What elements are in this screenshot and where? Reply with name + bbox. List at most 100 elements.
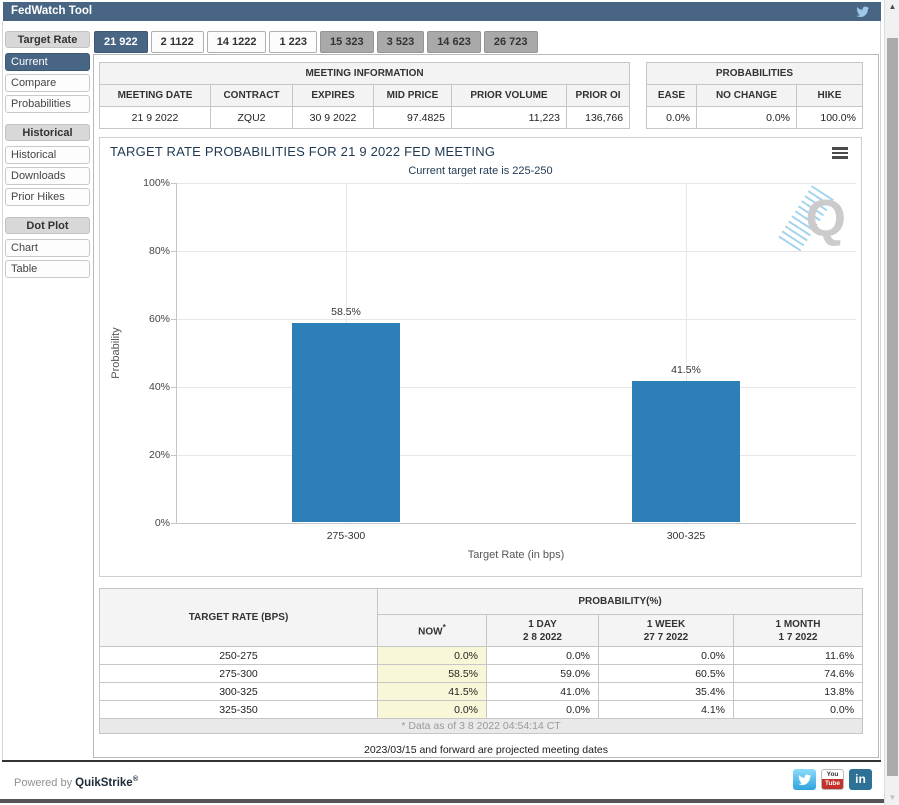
y-tick-label: 80% xyxy=(148,245,170,257)
sidebar-group-target-rate: Target Rate xyxy=(5,31,90,48)
tab-meeting-3[interactable]: 1 223 xyxy=(269,31,317,53)
week-value: 4.1% xyxy=(598,700,734,719)
bar-300-325[interactable] xyxy=(632,380,740,522)
x-category-label: 300-325 xyxy=(666,530,706,542)
gridline-40 xyxy=(176,387,856,388)
tab-meeting-1[interactable]: 2 1122 xyxy=(150,31,204,53)
sidebar-item-current[interactable]: Current xyxy=(5,53,90,71)
week-value: 35.4% xyxy=(598,682,734,701)
sidebar-item-downloads[interactable]: Downloads xyxy=(5,167,90,185)
scrollbar-thumb[interactable] xyxy=(887,38,898,776)
y-tick-label: 60% xyxy=(148,313,170,325)
col-mid-price: MID PRICE xyxy=(373,84,452,107)
tab-meeting-7[interactable]: 26 723 xyxy=(483,31,538,53)
bar-275-300[interactable] xyxy=(292,323,400,522)
y-tick-label: 40% xyxy=(148,381,170,393)
probabilities-summary-table: PROBABILITIES EASE NO CHANGE HIKE 0.0% 0… xyxy=(646,62,863,129)
chart-title: TARGET RATE PROBABILITIES FOR 21 9 2022 … xyxy=(110,144,496,159)
quikstrike-watermark-icon: Q xyxy=(776,185,852,257)
data-as-of-footnote: * Data as of 3 8 2022 04:54:14 CT xyxy=(98,718,864,734)
social-links: You Tube in xyxy=(793,769,872,790)
meeting-info-title: MEETING INFORMATION xyxy=(98,62,631,85)
ease-value: 0.0% xyxy=(646,106,697,129)
page-right-border xyxy=(880,21,881,760)
main-panel: MEETING INFORMATION MEETING DATE CONTRAC… xyxy=(93,54,879,758)
day-value: 0.0% xyxy=(486,700,599,719)
chart-menu-icon[interactable] xyxy=(832,147,848,161)
watermark-q: Q xyxy=(805,190,846,248)
gridline-80 xyxy=(176,251,856,252)
y-tick xyxy=(171,319,176,320)
tab-meeting-0[interactable]: 21 922 xyxy=(94,31,148,53)
now-value: 0.0% xyxy=(377,700,487,719)
month-value: 13.8% xyxy=(732,682,864,701)
tab-meeting-5[interactable]: 3 523 xyxy=(376,31,425,53)
y-tick xyxy=(171,523,176,524)
scroll-down-icon[interactable]: ▼ xyxy=(888,793,897,802)
y-tick-label: 100% xyxy=(143,177,170,189)
sidebar-item-chart[interactable]: Chart xyxy=(5,239,90,257)
mid-price-value: 97.4825 xyxy=(373,106,452,129)
meeting-date-value: 21 9 2022 xyxy=(99,106,211,129)
col-target-rate-bps: TARGET RATE (BPS) xyxy=(99,588,378,647)
table-row: 275-300 58.5% 59.0% 60.5% 74.6% xyxy=(99,664,864,683)
y-tick xyxy=(171,183,176,184)
sidebar-item-compare[interactable]: Compare xyxy=(5,74,90,92)
day-value: 41.0% xyxy=(486,682,599,701)
sidebar-item-prior-hikes[interactable]: Prior Hikes xyxy=(5,188,90,206)
table-row: 325-350 0.0% 0.0% 4.1% 0.0% xyxy=(99,700,864,719)
twitter-social-icon[interactable] xyxy=(793,769,816,790)
sidebar-item-probabilities[interactable]: Probabilities xyxy=(5,95,90,113)
footer: Powered by QuikStrike® You Tube in xyxy=(3,762,881,799)
gridline-cat2 xyxy=(686,183,687,523)
now-value: 58.5% xyxy=(377,664,487,683)
expires-value: 30 9 2022 xyxy=(292,106,374,129)
col-prior-oi: PRIOR OI xyxy=(565,84,631,107)
day-value: 59.0% xyxy=(486,664,599,683)
month-value: 0.0% xyxy=(732,700,864,719)
meeting-date-tabs: 21 922 2 1122 14 1222 1 223 15 323 3 523… xyxy=(94,31,538,53)
now-value: 41.5% xyxy=(377,682,487,701)
footer-divider xyxy=(2,760,881,762)
rate-label: 325-350 xyxy=(99,700,378,719)
page-left-border xyxy=(2,21,3,760)
table-row: 250-275 0.0% 0.0% 0.0% 11.6% xyxy=(99,646,864,665)
y-tick-label: 20% xyxy=(148,449,170,461)
no-change-value: 0.0% xyxy=(696,106,797,129)
col-1-day: 1 DAY 2 8 2022 xyxy=(486,614,599,647)
x-category-label: 275-300 xyxy=(326,530,366,542)
y-tick xyxy=(171,251,176,252)
week-value: 60.5% xyxy=(598,664,734,683)
rate-label: 300-325 xyxy=(99,682,378,701)
tab-meeting-2[interactable]: 14 1222 xyxy=(206,31,267,53)
powered-by-text: Powered by QuikStrike® xyxy=(14,774,139,789)
quikstrike-brand-link[interactable]: QuikStrike® xyxy=(75,774,139,789)
vertical-scrollbar[interactable]: ▲ ▼ xyxy=(884,0,899,805)
contract-value: ZQU2 xyxy=(210,106,293,129)
table-row: 300-325 41.5% 41.0% 35.4% 13.8% xyxy=(99,682,864,701)
y-tick xyxy=(171,455,176,456)
tab-meeting-4[interactable]: 15 323 xyxy=(320,31,374,53)
sidebar-item-table[interactable]: Table xyxy=(5,260,90,278)
col-hike: HIKE xyxy=(796,84,863,107)
x-axis-title: Target Rate (in bps) xyxy=(467,549,565,561)
app-title-bar: FedWatch Tool xyxy=(3,2,881,21)
youtube-social-icon[interactable]: You Tube xyxy=(821,769,844,790)
linkedin-social-icon[interactable]: in xyxy=(849,769,872,790)
meeting-information-table: MEETING INFORMATION MEETING DATE CONTRAC… xyxy=(98,62,631,129)
chart-plot-area: Q 100% 80% 60% 40% xyxy=(110,177,856,561)
gridline-20 xyxy=(176,455,856,456)
app-title: FedWatch Tool xyxy=(11,5,93,17)
sidebar-item-historical[interactable]: Historical xyxy=(5,146,90,164)
bottom-edge-strip xyxy=(0,799,884,803)
tab-meeting-6[interactable]: 14 623 xyxy=(427,31,481,53)
scroll-up-icon[interactable]: ▲ xyxy=(888,2,897,11)
twitter-icon[interactable] xyxy=(854,5,871,19)
y-axis-title: Probability xyxy=(110,327,122,379)
hike-value: 100.0% xyxy=(796,106,863,129)
col-1-week: 1 WEEK 27 7 2022 xyxy=(598,614,734,647)
prior-oi-value: 136,766 xyxy=(565,106,631,129)
projected-dates-note: 2023/03/15 and forward are projected mee… xyxy=(364,744,608,756)
month-value: 11.6% xyxy=(732,646,864,665)
